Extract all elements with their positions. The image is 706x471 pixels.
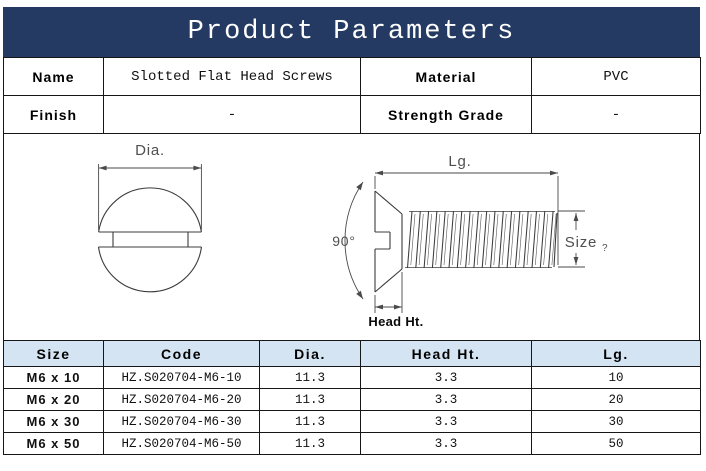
dia-dimension-label: Dia.: [135, 142, 165, 159]
info-table: Name Slotted Flat Head Screws Material P…: [3, 57, 701, 134]
dia-value: 11.3: [259, 388, 361, 411]
title-banner: Product Parameters: [3, 7, 700, 57]
spec-header-lg: Lg.: [531, 340, 701, 367]
size-dimension-label: Size: [565, 234, 597, 251]
technical-drawing-panel: Dia. Lg.: [3, 134, 700, 340]
threaded-shaft: [405, 210, 558, 269]
product-parameters-card: Product Parameters Name Slotted Flat Hea…: [3, 7, 701, 455]
page-title: Product Parameters: [187, 17, 516, 47]
name-label: Name: [3, 57, 104, 96]
dia-value: 11.3: [259, 366, 361, 389]
head-height-label: Head Ht.: [368, 314, 423, 329]
dia-dimension: Dia.: [98, 142, 202, 230]
finish-label: Finish: [3, 95, 104, 134]
head-ht-value: 3.3: [360, 432, 532, 455]
dia-value: 11.3: [259, 432, 361, 455]
size-value: M6 x 10: [3, 366, 104, 389]
head-height-dimension: Head Ht.: [368, 272, 423, 329]
material-label: Material: [360, 57, 532, 96]
spec-header-row: Size Code Dia. Head Ht. Lg.: [3, 340, 701, 367]
code-value: HZ.S020704-M6-30: [103, 410, 260, 433]
lg-dimension: Lg.: [374, 153, 559, 265]
angle-label: 90°: [332, 233, 356, 249]
table-row: M6 x 50 HZ.S020704-M6-50 11.3 3.3 50: [3, 432, 701, 455]
side-view-head: [374, 190, 403, 293]
head-ht-value: 3.3: [360, 410, 532, 433]
spec-header-dia: Dia.: [259, 340, 361, 367]
angle-dimension: 90°: [332, 181, 364, 300]
strength-grade-label: Strength Grade: [360, 95, 532, 134]
finish-value: -: [103, 95, 361, 134]
size-value: M6 x 50: [3, 432, 104, 455]
info-row-finish-grade: Finish - Strength Grade -: [3, 95, 701, 134]
lg-value: 50: [531, 432, 701, 455]
table-row: M6 x 10 HZ.S020704-M6-10 11.3 3.3 10: [3, 366, 701, 389]
lg-value: 20: [531, 388, 701, 411]
size-dimension-subscript: ?: [602, 243, 608, 254]
spec-header-size: Size: [3, 340, 104, 367]
size-value: M6 x 20: [3, 388, 104, 411]
table-row: M6 x 30 HZ.S020704-M6-30 11.3 3.3 30: [3, 410, 701, 433]
material-value: PVC: [531, 57, 701, 96]
spec-header-head-ht: Head Ht.: [360, 340, 532, 367]
dia-value: 11.3: [259, 410, 361, 433]
size-value: M6 x 30: [3, 410, 104, 433]
lg-value: 30: [531, 410, 701, 433]
table-row: M6 x 20 HZ.S020704-M6-20 11.3 3.3 20: [3, 388, 701, 411]
name-value: Slotted Flat Head Screws: [103, 57, 361, 96]
head-ht-value: 3.3: [360, 366, 532, 389]
strength-grade-value: -: [531, 95, 701, 134]
size-dimension: Size ?: [558, 210, 608, 268]
head-ht-value: 3.3: [360, 388, 532, 411]
info-row-name-material: Name Slotted Flat Head Screws Material P…: [3, 57, 701, 96]
code-value: HZ.S020704-M6-50: [103, 432, 260, 455]
lg-dimension-label: Lg.: [448, 153, 471, 170]
lg-value: 10: [531, 366, 701, 389]
spec-header-code: Code: [103, 340, 260, 367]
code-value: HZ.S020704-M6-20: [103, 388, 260, 411]
screw-technical-drawing: Dia. Lg.: [97, 142, 608, 329]
spec-table: Size Code Dia. Head Ht. Lg. M6 x 10 HZ.S…: [3, 340, 701, 455]
front-view-head: [97, 187, 203, 293]
code-value: HZ.S020704-M6-10: [103, 366, 260, 389]
